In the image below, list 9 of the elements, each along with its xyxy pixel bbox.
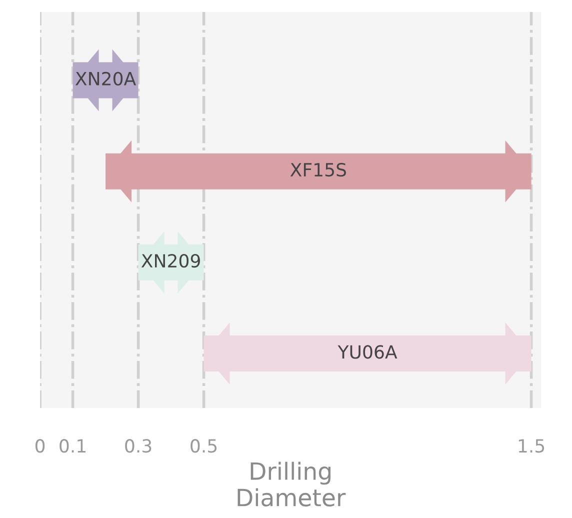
x-tick-label: 0: [35, 439, 45, 453]
y-tick-label: XN20A: [75, 72, 136, 86]
x-tick-label: 0.5: [190, 439, 217, 453]
x-tick-label: 0.1: [60, 439, 86, 453]
x-tick-label: 0.3: [125, 439, 152, 453]
y-tick-label: YU06A: [338, 345, 398, 359]
x-axis-title: Drilling Diameter: [238, 462, 346, 506]
x-tick-label: 1.5: [518, 439, 544, 453]
y-tick-label: XF15S: [290, 162, 346, 177]
